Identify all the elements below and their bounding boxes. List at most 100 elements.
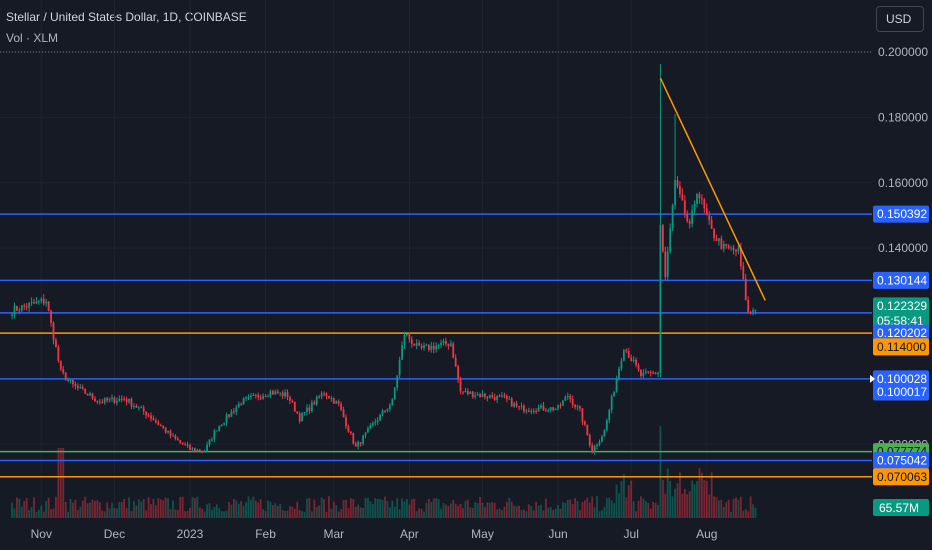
candle-body: [250, 395, 252, 397]
volume-bar: [442, 503, 445, 518]
candle-body: [111, 397, 113, 399]
volume-bar: [381, 499, 384, 518]
candle-body: [686, 213, 689, 222]
time-tick-label: Feb: [255, 527, 276, 541]
candle-body: [318, 396, 321, 398]
volume-bar: [167, 498, 169, 518]
candle-body: [16, 305, 18, 311]
candle-body: [559, 405, 562, 407]
candle-body: [81, 387, 84, 389]
candle-body: [661, 225, 664, 252]
candle-body: [601, 436, 603, 442]
volume-bar: [340, 509, 343, 518]
candle-body: [242, 398, 245, 405]
volume-bar: [371, 504, 374, 518]
trendline[interactable]: [659, 77, 766, 301]
candle-body: [345, 417, 347, 427]
candle-body: [622, 350, 625, 361]
candle-body: [688, 221, 691, 224]
volume-bar: [569, 499, 572, 518]
volume-bar: [715, 497, 718, 518]
volume-bar: [52, 508, 55, 518]
price-tick-label: 0.160000: [878, 176, 928, 190]
candle-body: [591, 445, 594, 453]
candle-body: [130, 399, 133, 407]
price-tag: [873, 468, 929, 486]
volume-bar: [354, 506, 357, 518]
volume-bar: [313, 499, 316, 518]
volume-bar: [201, 508, 204, 518]
candle-body: [254, 394, 257, 396]
candle-body: [496, 395, 499, 400]
volume-bar: [596, 496, 598, 518]
candle-body: [313, 402, 316, 405]
volume-bar: [725, 502, 728, 518]
candle-body: [462, 391, 464, 393]
candle-body: [84, 388, 87, 394]
volume-bar: [47, 497, 50, 518]
volume-bar: [679, 472, 681, 518]
candle-body: [342, 409, 345, 418]
candle-body: [413, 343, 416, 346]
volume-bar: [242, 505, 245, 518]
volume-bar: [28, 510, 31, 518]
level-marker-icon: [870, 374, 875, 383]
volume-bar: [359, 507, 362, 518]
volume-bar: [335, 505, 338, 518]
volume-bar: [162, 500, 165, 518]
candle-body: [754, 309, 757, 311]
volume-bar: [520, 509, 523, 518]
candle-body: [493, 397, 496, 400]
candle-body: [486, 397, 489, 399]
time-axis[interactable]: Nov Dec 2023 Feb Mar Apr May Jun Jul Aug: [31, 527, 718, 541]
candle-body: [340, 403, 343, 410]
candle-body: [335, 401, 338, 404]
candle-body: [198, 449, 201, 452]
volume-bar: [259, 499, 262, 518]
volume-bar: [620, 480, 623, 518]
volume-bar: [76, 509, 79, 518]
volume-bar: [213, 506, 216, 518]
candle-body: [301, 412, 304, 422]
volume-bar: [530, 505, 533, 518]
volume-bar: [554, 508, 557, 518]
candle-body: [176, 438, 179, 441]
volume-bar: [89, 502, 91, 518]
volume-bar: [525, 511, 528, 518]
candle-body: [37, 301, 40, 303]
candle-body: [167, 430, 169, 433]
volume-bar: [106, 502, 109, 518]
volume-bar: [488, 502, 491, 518]
candle-body: [491, 395, 494, 398]
candle-body: [320, 393, 323, 397]
candle-body: [235, 407, 238, 412]
candle-body: [727, 245, 730, 248]
volume-bar: [181, 496, 184, 518]
candle-body: [596, 444, 598, 447]
volume-bar: [671, 496, 674, 518]
candle-body: [315, 396, 318, 405]
volume-bar: [379, 498, 382, 518]
candle-body: [666, 251, 669, 277]
candle-body: [298, 413, 301, 422]
candle-body: [466, 390, 469, 395]
candle-body: [452, 343, 455, 358]
volume-bar: [508, 498, 511, 518]
volume-bar: [271, 505, 274, 518]
candle-body: [679, 186, 681, 195]
candle-body: [408, 334, 411, 340]
currency-button[interactable]: USD: [876, 6, 924, 32]
candle-body: [664, 251, 667, 277]
price-tag-label: 0.130144: [877, 273, 927, 287]
candle-body: [174, 435, 177, 439]
time-tick-label: May: [471, 527, 494, 541]
trendline-segment: [659, 77, 766, 301]
candle-body: [683, 200, 686, 214]
candle-body: [700, 198, 703, 200]
volume-bar: [103, 511, 106, 518]
candle-body: [525, 410, 528, 412]
price-tags: 0.150392 0.130144 0.12232905:58:410.120202…: [870, 205, 929, 516]
volume-tag-label: 65.57M: [879, 501, 919, 515]
candle-body: [164, 427, 167, 433]
